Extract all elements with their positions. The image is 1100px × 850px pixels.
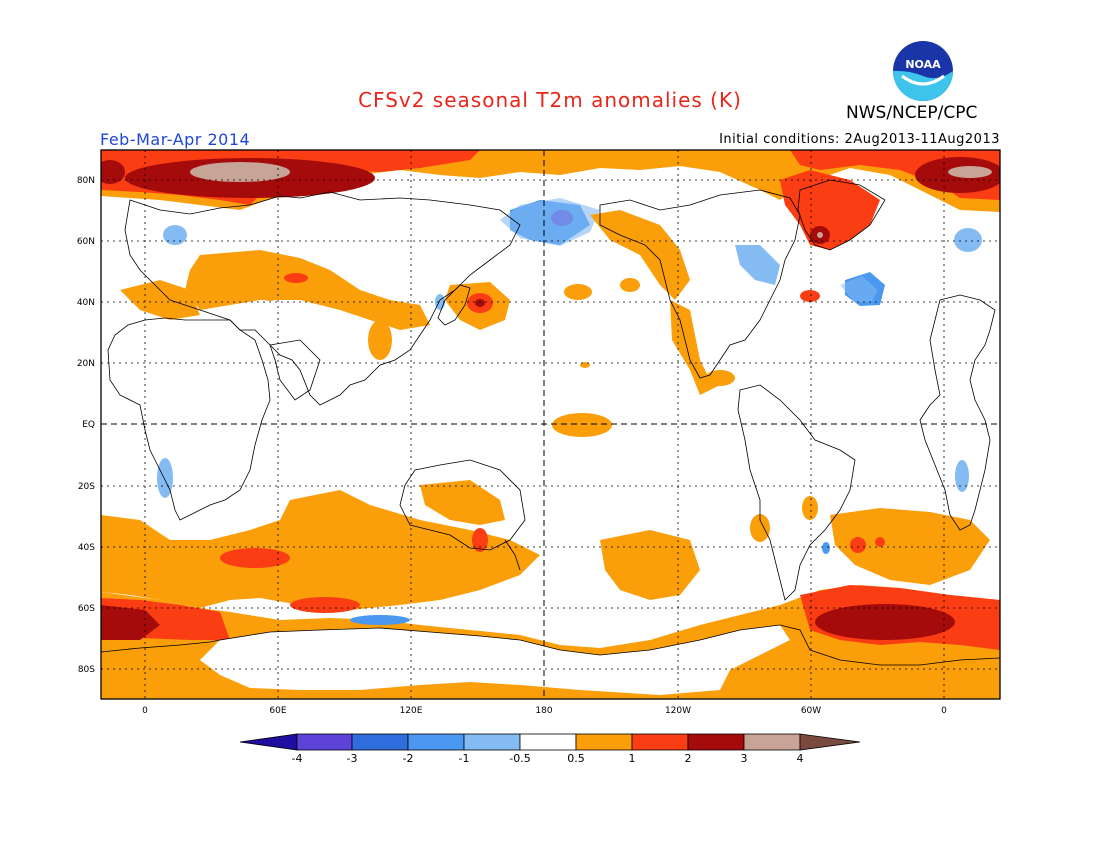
- initial-conditions-label: Initial conditions: 2Aug2013-11Aug2013: [719, 132, 1000, 147]
- coastlines: [101, 179, 1000, 666]
- colorbar-tick: 4: [797, 752, 804, 765]
- colorbar-bin: [743, 733, 801, 751]
- colorbar-bin: [296, 733, 353, 751]
- lon-label: 0: [941, 706, 947, 716]
- lon-label: 60W: [801, 706, 821, 716]
- colorbar: -4 -3 -2 -1 -0.5 0.5 1 2 3 4: [239, 733, 861, 765]
- colorbar-bin: [407, 733, 465, 751]
- lat-label: 60N: [77, 237, 95, 247]
- colorbar-bin: [687, 733, 745, 751]
- colorbar-tick: -1: [459, 752, 470, 765]
- reference-lines: [101, 150, 1000, 699]
- lon-labels: 0 60E 120E 180 120W 60W 0: [142, 706, 947, 716]
- logo-text: NOAA: [905, 58, 941, 71]
- colorbar-tick: -2: [403, 752, 414, 765]
- colorbar-max-arrow: [799, 733, 861, 751]
- colorbar-tick: 2: [685, 752, 692, 765]
- colorbar-tick: -0.5: [509, 752, 530, 765]
- colorbar-min-arrow: [239, 733, 298, 751]
- lat-label: 20N: [77, 359, 95, 369]
- colorbar-tick: 0.5: [567, 752, 585, 765]
- colorbar-tick: -3: [347, 752, 358, 765]
- lat-label: 40N: [77, 298, 95, 308]
- season-label: Feb-Mar-Apr 2014: [100, 130, 251, 149]
- colorbar-bin: [575, 733, 633, 751]
- lon-label: 0: [142, 706, 148, 716]
- anomaly-field: [101, 150, 1000, 699]
- agency-label: NWS/NCEP/CPC: [846, 103, 978, 123]
- colorbar-bin: [519, 733, 577, 751]
- colorbar-bin: [631, 733, 689, 751]
- lon-label: 120E: [400, 706, 423, 716]
- colorbar-tick: -4: [292, 752, 303, 765]
- noaa-logo: NOAA: [893, 41, 953, 101]
- colorbar-bin: [463, 733, 521, 751]
- lat-label: 40S: [78, 543, 95, 553]
- colorbar-tick: 3: [741, 752, 748, 765]
- lon-label: 180: [535, 706, 552, 716]
- lat-label: 80N: [77, 176, 95, 186]
- colorbar-tick: 1: [629, 752, 636, 765]
- map-title: CFSv2 seasonal T2m anomalies (K): [358, 88, 742, 112]
- lat-label: 60S: [78, 604, 95, 614]
- lon-label: 60E: [269, 706, 286, 716]
- lon-label: 120W: [665, 706, 691, 716]
- lat-label: 80S: [78, 665, 95, 675]
- colorbar-bin: [351, 733, 409, 751]
- graticule: [101, 150, 1000, 699]
- lat-labels: 80N 60N 40N 20N EQ 20S 40S 60S 80S: [77, 176, 95, 675]
- lat-label: 20S: [78, 482, 95, 492]
- lat-label: EQ: [82, 420, 95, 430]
- map-frame: [100, 149, 1001, 700]
